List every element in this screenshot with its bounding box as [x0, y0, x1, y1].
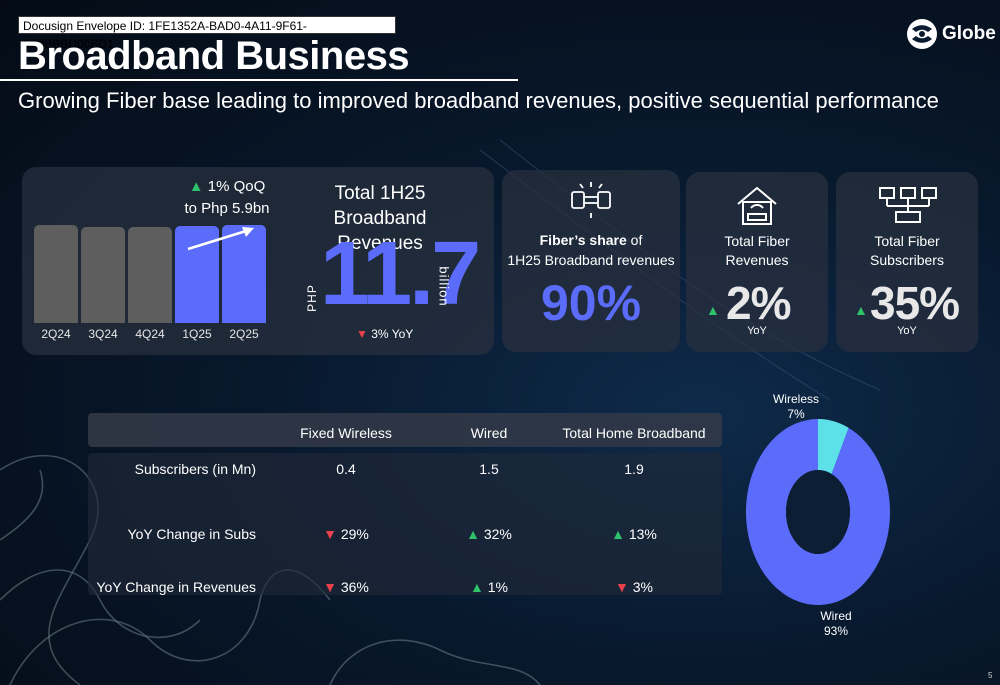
page-subtitle: Growing Fiber base leading to improved b… [18, 88, 939, 113]
fiber-share-card: Fiber’s share of 1H25 Broadband revenues… [502, 170, 680, 352]
down-triangle-icon: ▼ [323, 526, 341, 542]
title-underline [0, 79, 518, 81]
unit-label: billion [436, 266, 452, 307]
fiber-share-label: Fiber’s share of [539, 232, 643, 248]
table-cell-value: 29% [340, 526, 369, 542]
fiber-subscribers-value: 35% [870, 277, 960, 329]
fiber-share-value: 90% [540, 275, 642, 331]
network-devices-icon [879, 187, 937, 223]
table-cell: ▼ 3% [574, 579, 694, 595]
table-cell: ▲ 13% [574, 526, 694, 542]
subscriber-mix-donut [746, 419, 890, 605]
currency-label: PHP [304, 284, 319, 312]
table-cell: 1.5 [429, 461, 549, 477]
donut-hole [786, 470, 850, 554]
bar-label-4Q24: 4Q24 [135, 327, 165, 341]
table-cell: ▲ 32% [429, 526, 549, 542]
fiber-revenues-label: Total Fiber Revenues [724, 233, 790, 268]
down-triangle-icon: ▼ [356, 327, 368, 341]
table-header [88, 413, 722, 447]
donut-label-wireless: Wireless 7% [772, 392, 819, 421]
fiber-subscribers-yoy: YoY [897, 325, 917, 337]
revenue-bar-4Q24 [128, 227, 172, 323]
fiber-share-sublabel: 1H25 Broadband revenues [507, 252, 675, 268]
table-cell-value: 1% [487, 579, 508, 595]
table-cell-value: 0.4 [336, 461, 356, 477]
fiber-cable-icon [571, 182, 611, 218]
table-cell-value: 3% [632, 579, 653, 595]
fiber-subscribers-card: Total Fiber Subscribers ▲ 35% YoY [836, 172, 978, 352]
table-cell: 1.9 [574, 461, 694, 477]
table-row-label: YoY Change in Subs [127, 526, 256, 542]
up-triangle-icon: ▲ [854, 302, 868, 318]
revenue-bar-2Q24 [34, 225, 78, 323]
table-column-header: Total Home Broadband [562, 425, 706, 441]
fiber-revenues-yoy: YoY [747, 325, 767, 337]
table-cell: ▲ 1% [429, 579, 549, 595]
table-column-header: Wired [470, 425, 508, 441]
table-cell: ▼ 36% [286, 579, 406, 595]
donut-label-wired: Wired 93% [820, 609, 852, 638]
table-cell: 0.4 [286, 461, 406, 477]
table-cell-value: 1.9 [624, 461, 644, 477]
trend-arrow-icon [187, 227, 254, 251]
logo-text: Globe [942, 23, 996, 44]
table-column-header: Fixed Wireless [300, 425, 392, 441]
down-triangle-icon: ▼ [615, 579, 633, 595]
bar-label-2Q25: 2Q25 [229, 327, 259, 341]
total-revenue-value: 11.7 [320, 224, 481, 324]
table-cell-value: 32% [483, 526, 512, 542]
revenue-bar-3Q24 [81, 227, 125, 323]
revenue-panel: 2Q24 3Q24 4Q24 1Q25 2Q25 ▲ 1% QoQ to Php 5.9… [22, 167, 494, 355]
down-triangle-icon: ▼ [323, 579, 341, 595]
bar-label-2Q24: 2Q24 [41, 327, 71, 341]
fiber-revenues-value: 2% [726, 277, 791, 329]
bar-label-3Q24: 3Q24 [88, 327, 118, 341]
globe-logo: Globe [906, 18, 996, 50]
page-number: 5 [988, 671, 993, 680]
up-triangle-icon: ▲ [470, 579, 488, 595]
table-cell-value: 1.5 [479, 461, 499, 477]
page-title: Broadband Business [18, 34, 410, 78]
revenue-bar-2Q25 [222, 225, 266, 323]
fiber-subscribers-label: Total Fiber Subscribers [870, 233, 944, 268]
table-row-label: Subscribers (in Mn) [134, 461, 256, 477]
qoq-amount: to Php 5.9bn [184, 200, 270, 217]
fiber-revenues-card: Total Fiber Revenues ▲ 2% YoY [686, 172, 828, 352]
donut-slice-wireless [818, 419, 849, 474]
qoq-annotation: ▲ 1% QoQ to Php 5.9bn [162, 176, 292, 220]
total-revenue-yoy: ▼ 3% YoY [356, 327, 414, 341]
up-triangle-icon: ▲ [706, 302, 720, 318]
bar-label-1Q25: 1Q25 [182, 327, 212, 341]
up-triangle-icon: ▲ [188, 178, 204, 195]
qoq-change: 1% QoQ [207, 178, 266, 195]
table-cell: ▼ 29% [286, 526, 406, 542]
table-row-label: YoY Change in Revenues [96, 579, 256, 595]
table-body [88, 453, 722, 595]
up-triangle-icon: ▲ [466, 526, 484, 542]
total-revenue-title: Total 1H25 Broadband Revenues [333, 183, 427, 254]
table-cell-value: 36% [340, 579, 369, 595]
globe-logo-icon [907, 19, 937, 49]
donut-slice-wired [746, 419, 890, 605]
up-triangle-icon: ▲ [611, 526, 629, 542]
docusign-envelope-id: Docusign Envelope ID: 1FE1352A-BAD0-4A11… [18, 16, 396, 51]
home-router-icon [737, 186, 777, 225]
table-cell-value: 13% [628, 526, 657, 542]
